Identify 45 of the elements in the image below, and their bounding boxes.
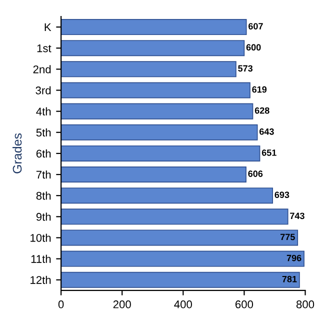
y-tick-label: 2nd — [33, 65, 51, 74]
bar — [61, 166, 246, 183]
bar — [61, 103, 254, 120]
bar — [61, 145, 260, 162]
y-tick-label: 8th — [36, 192, 51, 200]
y-tick-label: K — [44, 23, 52, 32]
bar — [61, 124, 258, 140]
y-tick-label: 10th — [30, 234, 51, 242]
y-tick-label: 9th — [36, 212, 51, 221]
data-label: 628 — [254, 107, 270, 114]
bar — [61, 61, 236, 78]
data-label: 693 — [274, 192, 290, 198]
data-label: 600 — [246, 44, 261, 51]
data-label: 796 — [286, 254, 302, 262]
x-tick-label: 0 — [58, 300, 64, 308]
y-tick-label: 3rd — [36, 86, 51, 94]
y-tick-label: 6th — [36, 149, 51, 158]
x-tick-label: 200 — [113, 300, 131, 308]
y-tick-label: 11th — [31, 254, 51, 263]
bar — [61, 188, 274, 204]
y-tick-label: 12th — [30, 276, 51, 284]
data-label: 643 — [259, 128, 274, 135]
y-tick-label: 1st — [37, 44, 52, 52]
y-tick-label: 4th — [36, 107, 51, 116]
data-label: 619 — [252, 86, 267, 93]
x-tick-label: 800 — [296, 300, 314, 308]
bar — [61, 272, 300, 288]
x-tick-label: 400 — [174, 300, 192, 308]
data-label: 607 — [248, 23, 263, 30]
data-label: 775 — [280, 234, 295, 240]
data-label: 606 — [248, 170, 263, 177]
data-label: 781 — [282, 276, 297, 282]
bar — [61, 208, 288, 225]
y-tick-label: 5th — [36, 128, 51, 137]
y-axis-title: Grades — [12, 133, 22, 174]
bar — [61, 82, 250, 98]
bar — [61, 230, 298, 246]
x-tick-label: 600 — [235, 300, 254, 308]
data-label: 743 — [290, 212, 304, 220]
bar — [61, 19, 247, 36]
bar — [61, 250, 304, 267]
bar — [61, 40, 245, 56]
data-label: 651 — [262, 149, 276, 156]
y-tick-label: 7th — [36, 170, 51, 179]
data-label: 573 — [238, 65, 253, 72]
